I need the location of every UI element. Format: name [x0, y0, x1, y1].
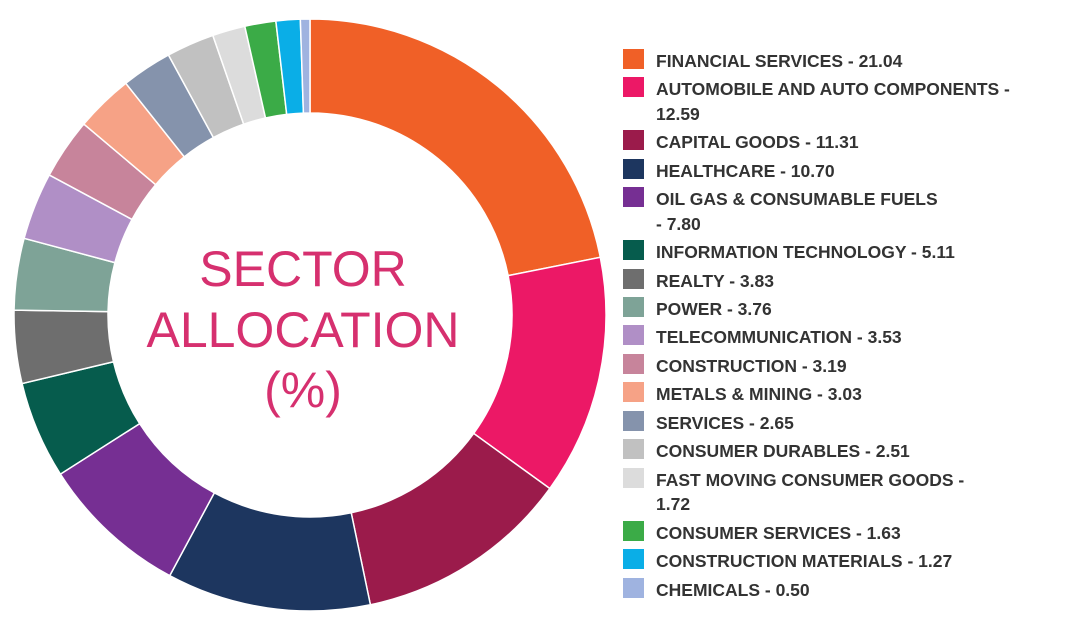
legend-label: SERVICES - 2.65: [656, 412, 794, 433]
legend-swatch: [623, 520, 644, 541]
legend-label: CONSTRUCTION MATERIALS - 1.27: [656, 551, 953, 572]
legend-label: AUTOMOBILE AND AUTO COMPONENTS -12.59: [656, 79, 1010, 124]
legend-item: FAST MOVING CONSUMER GOODS -1.72: [623, 467, 1063, 517]
legend-item: CHEMICALS - 0.50: [623, 577, 1063, 602]
legend-label: REALTY - 3.83: [656, 270, 774, 291]
legend-item: CAPITAL GOODS - 11.31: [623, 130, 1063, 154]
legend-swatch: [623, 77, 644, 98]
legend-label: METALS & MINING - 3.03: [656, 384, 862, 405]
legend-swatch: [623, 353, 644, 374]
legend-item: CONSTRUCTION MATERIALS - 1.27: [623, 549, 1063, 573]
legend-item: CONSUMER SERVICES - 1.63: [623, 520, 1063, 545]
legend-swatch: [623, 130, 644, 151]
legend-swatch: [623, 467, 644, 488]
legend-item: TELECOMMUNICATION - 3.53: [623, 325, 1063, 349]
legend-label: CONSUMER DURABLES - 2.51: [656, 441, 910, 462]
legend-swatch: [623, 577, 644, 598]
legend-swatch: [623, 439, 644, 460]
legend-item: AUTOMOBILE AND AUTO COMPONENTS -12.59: [623, 77, 1063, 126]
center-title-line-1: SECTOR: [199, 241, 406, 297]
legend-swatch: [623, 549, 644, 570]
legend-item: FINANCIAL SERVICES - 21.04: [623, 49, 1063, 73]
legend-swatch: [623, 158, 644, 179]
legend-label: HEALTHCARE - 10.70: [656, 160, 835, 181]
legend-item: POWER - 3.76: [623, 296, 1063, 321]
legend-label: CHEMICALS - 0.50: [656, 579, 810, 600]
legend-label: CONSTRUCTION - 3.19: [656, 355, 847, 376]
legend-label: CONSUMER SERVICES - 1.63: [656, 522, 901, 543]
legend-swatch: [623, 296, 644, 317]
legend-label: OIL GAS & CONSUMABLE FUELS - 7.80: [656, 189, 938, 234]
legend-item: INFORMATION TECHNOLOGY - 5.11: [623, 240, 1063, 264]
legend-item: CONSUMER DURABLES - 2.51: [623, 439, 1063, 463]
donut-hole: [108, 113, 512, 517]
legend-swatch: [623, 49, 644, 69]
legend-label: FINANCIAL SERVICES - 21.04: [656, 51, 903, 71]
legend-swatch: [623, 187, 644, 208]
legend-item: METALS & MINING - 3.03: [623, 382, 1063, 406]
legend-swatch: [623, 325, 644, 346]
legend-item: SERVICES - 2.65: [623, 410, 1063, 435]
legend-swatch: [623, 268, 644, 289]
legend-label: CAPITAL GOODS - 11.31: [656, 132, 859, 153]
legend-label: INFORMATION TECHNOLOGY - 5.11: [656, 242, 955, 263]
center-title-line-2: ALLOCATION: [146, 302, 459, 358]
legend-item: REALTY - 3.83: [623, 268, 1063, 293]
legend-item: HEALTHCARE - 10.70: [623, 158, 1063, 183]
center-title-line-3: (%): [264, 362, 342, 418]
legend-label: POWER - 3.76: [656, 298, 772, 319]
legend-label: TELECOMMUNICATION - 3.53: [656, 327, 902, 348]
legend-item: CONSTRUCTION - 3.19: [623, 353, 1063, 378]
legend-item: OIL GAS & CONSUMABLE FUELS - 7.80: [623, 187, 1063, 236]
chart-legend: FINANCIAL SERVICES - 21.04 AUTOMOBILE AND…: [623, 49, 1063, 606]
legend-label: FAST MOVING CONSUMER GOODS -1.72: [656, 469, 965, 515]
legend-swatch: [623, 410, 644, 431]
legend-swatch: [623, 382, 644, 403]
legend-swatch: [623, 240, 644, 261]
